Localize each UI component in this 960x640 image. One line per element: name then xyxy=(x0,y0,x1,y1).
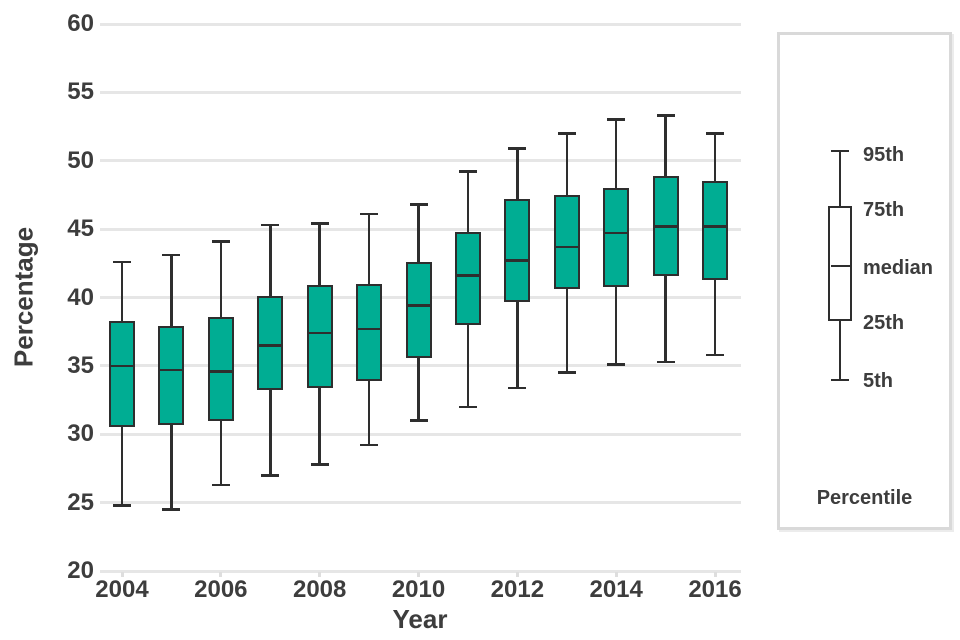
x-tick-mark xyxy=(713,572,717,577)
lower-whisker-cap xyxy=(706,353,725,357)
iqr-box xyxy=(603,188,630,287)
upper-whisker-cap xyxy=(310,222,329,225)
legend-iqr-box xyxy=(828,206,852,321)
x-tick-label: 2016 xyxy=(688,576,742,603)
x-tick-label: 2004 xyxy=(95,576,149,603)
legend-title: Percentile xyxy=(816,487,913,509)
median-line xyxy=(209,370,232,373)
y-tick-label: 60 xyxy=(67,10,94,37)
lower-whisker-cap xyxy=(656,360,675,364)
iqr-box xyxy=(405,261,432,358)
lower-whisker-cap xyxy=(162,508,181,511)
x-tick-label: 2010 xyxy=(391,576,446,603)
y-tick-label: 55 xyxy=(67,78,94,106)
upper-whisker-cap xyxy=(458,170,477,173)
legend-lower-cap xyxy=(831,378,849,382)
median-line xyxy=(506,259,529,262)
upper-whisker-cap xyxy=(113,260,131,264)
upper-whisker-cap xyxy=(557,132,576,135)
lower-whisker-cap xyxy=(261,474,280,477)
y-gridline xyxy=(100,432,741,436)
upper-whisker-cap xyxy=(211,240,230,243)
legend-upper-cap xyxy=(831,149,849,153)
median-line xyxy=(456,274,479,277)
legend-entry-median: median xyxy=(863,257,934,279)
upper-whisker-cap xyxy=(607,118,626,121)
y-tick-label: 45 xyxy=(67,215,94,243)
median-line xyxy=(358,327,381,331)
iqr-box xyxy=(504,199,531,302)
lower-whisker-cap xyxy=(113,504,131,507)
median-line xyxy=(259,344,282,347)
x-tick-label: 2006 xyxy=(194,576,248,603)
lower-whisker-cap xyxy=(310,463,329,466)
legend: 95th 75th median 25th 5th Percentile xyxy=(777,32,952,530)
y-gridline xyxy=(100,90,741,94)
x-tick-mark xyxy=(515,572,519,577)
iqr-box xyxy=(702,181,729,280)
legend-lower-whisker xyxy=(838,321,842,380)
median-line xyxy=(704,225,727,228)
iqr-box xyxy=(553,194,580,290)
iqr-box xyxy=(207,316,234,421)
x-axis-title: Year xyxy=(392,604,448,634)
iqr-box xyxy=(257,296,284,391)
iqr-box xyxy=(356,283,383,381)
y-gridline xyxy=(100,501,741,505)
lower-whisker-cap xyxy=(607,363,626,366)
x-tick-mark xyxy=(614,572,618,577)
median-line xyxy=(555,245,578,249)
lower-whisker-cap xyxy=(211,483,230,487)
legend-median-line xyxy=(830,264,850,268)
legend-entry-5th: 5th xyxy=(863,370,893,392)
median-line xyxy=(407,304,430,307)
upper-whisker-cap xyxy=(656,114,675,117)
lower-whisker-cap xyxy=(557,371,576,374)
upper-whisker-cap xyxy=(162,253,181,257)
upper-whisker-cap xyxy=(261,223,280,227)
x-tick-label: 2008 xyxy=(292,576,347,603)
iqr-box xyxy=(454,231,481,325)
x-tick-label: 2012 xyxy=(490,576,545,603)
upper-whisker-cap xyxy=(360,212,379,216)
y-gridline xyxy=(100,159,741,163)
upper-whisker-cap xyxy=(409,203,428,206)
upper-whisker-cap xyxy=(508,147,527,150)
y-gridline xyxy=(100,569,741,573)
iqr-box xyxy=(306,285,333,388)
x-tick-mark xyxy=(318,572,322,577)
y-tick-label: 25 xyxy=(67,488,94,516)
iqr-box xyxy=(158,326,185,425)
y-axis-title: Percentage xyxy=(8,226,39,368)
y-tick-label: 50 xyxy=(67,146,94,174)
median-line xyxy=(111,364,133,368)
y-gridline xyxy=(100,227,741,231)
lower-whisker-cap xyxy=(360,443,379,447)
upper-whisker-cap xyxy=(706,132,725,135)
y-gridline xyxy=(100,364,741,368)
y-tick-label: 40 xyxy=(67,283,94,311)
x-tick-mark xyxy=(417,572,421,577)
y-gridline xyxy=(100,22,741,26)
legend-upper-whisker xyxy=(838,151,842,206)
y-tick-label: 30 xyxy=(67,420,94,448)
lower-whisker-cap xyxy=(409,419,428,422)
median-line xyxy=(308,331,331,335)
x-tick-mark xyxy=(219,572,223,577)
iqr-box xyxy=(109,320,135,428)
legend-entry-95th: 95th xyxy=(863,144,905,166)
legend-entry-75th: 75th xyxy=(863,199,905,221)
legend-entry-25th: 25th xyxy=(863,312,905,334)
lower-whisker-cap xyxy=(508,386,527,389)
x-tick-mark xyxy=(120,572,124,577)
median-line xyxy=(605,231,628,235)
y-tick-label: 20 xyxy=(67,557,94,584)
y-tick-label: 35 xyxy=(67,351,94,379)
x-tick-label: 2014 xyxy=(589,576,643,603)
lower-whisker-cap xyxy=(458,405,477,409)
median-line xyxy=(160,368,183,372)
median-line xyxy=(654,225,677,228)
